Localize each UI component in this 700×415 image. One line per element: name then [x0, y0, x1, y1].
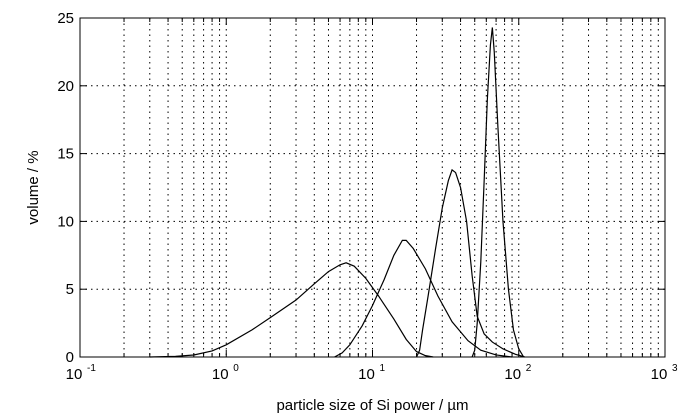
- x-tick-label: 10: [651, 366, 668, 383]
- x-tick-label: 10: [504, 366, 521, 383]
- x-tick-exponent: 3: [672, 363, 678, 374]
- tick-layer: [79, 17, 666, 358]
- x-tick-exponent: -1: [87, 363, 96, 374]
- x-tick-exponent: 2: [526, 363, 532, 374]
- x-tick-exponent: 0: [233, 363, 239, 374]
- grid-layer: [80, 18, 665, 357]
- x-axis-label: particle size of Si power / µm: [276, 397, 468, 414]
- x-tick-label: 10: [358, 366, 375, 383]
- distribution-curve-3: [415, 168, 525, 358]
- y-tick-label: 15: [57, 146, 74, 163]
- y-tick-label: 20: [57, 78, 74, 95]
- y-tick-label: 10: [57, 213, 74, 230]
- distribution-curve-4: [471, 27, 525, 358]
- x-tick-exponent: 1: [380, 363, 386, 374]
- distribution-curve-1: [149, 262, 434, 358]
- y-axis-label: volume / %: [25, 150, 42, 224]
- distribution-curve-2: [334, 239, 513, 358]
- y-tick-label: 0: [66, 349, 74, 366]
- x-tick-label: 10: [66, 366, 83, 383]
- y-tick-label: 5: [66, 281, 74, 298]
- y-tick-label: 25: [57, 10, 74, 27]
- curve-layer: [149, 27, 525, 358]
- x-tick-label: 10: [212, 366, 229, 383]
